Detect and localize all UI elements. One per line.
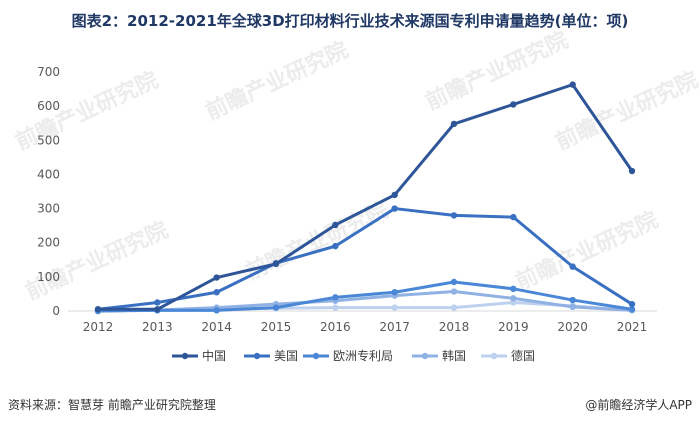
data-point [450,304,458,311]
watermark-text: 前瞻产业研究院 [22,217,173,306]
legend: 中国 美国 欧洲专利局 韩国 德国 [172,348,535,363]
data-point [94,306,102,313]
data-point [628,306,636,313]
data-point [569,81,576,88]
data-point [628,167,636,175]
chart-title: 图表2：2012-2021年全球3D打印材料行业技术来源国专利申请量趋势(单位：… [71,12,629,30]
data-point [391,289,398,296]
watermark-text: 前瞻产业研究院 [202,37,353,126]
watermark-text: 前瞻产业研究院 [422,27,573,116]
source-note: 资料来源：智慧芽 前瞻产业研究院整理 [8,398,216,412]
data-point [213,274,220,281]
x-tick-label: 2020 [557,320,588,334]
series-line [98,83,634,311]
y-tick-label: 300 [37,202,60,216]
data-point [332,304,339,311]
legend-label: 美国 [274,349,298,363]
x-tick-label: 2017 [379,320,410,334]
data-point [332,221,339,229]
data-point [391,205,398,212]
x-tick-label: 2013 [142,320,173,334]
data-point [450,212,458,219]
x-tick-label: 2016 [320,320,351,334]
x-tick-label: 2019 [498,320,529,334]
legend-swatch-marker [421,352,429,360]
data-point [272,260,280,268]
y-axis: 0 100 200 300 400 500 600 700 [37,65,60,318]
y-tick-label: 0 [52,304,60,318]
legend-label: 欧洲专利局 [333,348,393,363]
x-tick-label: 2012 [83,320,114,334]
data-point [510,101,517,108]
data-point [569,303,576,311]
watermark-text: 前瞻产业研究院 [512,207,663,296]
data-point [510,295,517,302]
legend-swatch-marker [312,352,320,360]
series-line [97,290,633,313]
watermark-text: 前瞻产业研究院 [242,197,393,286]
x-tick-label: 2014 [201,320,232,334]
data-point [450,288,458,295]
legend-swatch-marker [253,352,261,360]
y-tick-label: 200 [37,236,60,250]
y-tick-label: 700 [37,65,60,79]
y-tick-label: 600 [37,99,60,113]
brand-credit: @前瞻经济学人APP [585,398,692,412]
data-point [154,299,161,306]
data-point [213,307,220,314]
series-line [97,280,633,313]
data-point [510,213,517,221]
data-point [628,300,636,308]
data-point [391,304,398,311]
data-point [391,191,398,199]
data-point [450,120,458,128]
legend-swatch-marker [181,352,189,360]
watermark-text: 前瞻产业研究院 [552,67,700,156]
data-point [510,285,517,293]
x-axis: 2012 2013 2014 2015 2016 2017 2018 2019 2020 2021 [68,310,657,334]
data-point [569,296,576,304]
y-tick-label: 500 [37,133,60,147]
series-line [97,207,633,311]
legend-swatch-marker [490,352,498,360]
data-point [569,263,576,270]
legend-label: 德国 [511,348,535,363]
data-point [332,242,339,250]
data-point [154,306,161,313]
legend-label: 中国 [202,348,226,363]
watermark-text: 前瞻产业研究院 [12,67,163,156]
y-tick-label: 400 [37,167,60,181]
legend-label: 韩国 [442,348,466,363]
data-point [272,304,280,311]
data-point [213,289,220,296]
x-tick-label: 2018 [439,320,470,334]
x-tick-label: 2021 [617,320,648,334]
series-group [94,81,636,315]
data-point [450,278,458,286]
y-tick-label: 100 [37,270,60,284]
x-tick-label: 2015 [261,320,292,334]
data-point [332,294,339,301]
